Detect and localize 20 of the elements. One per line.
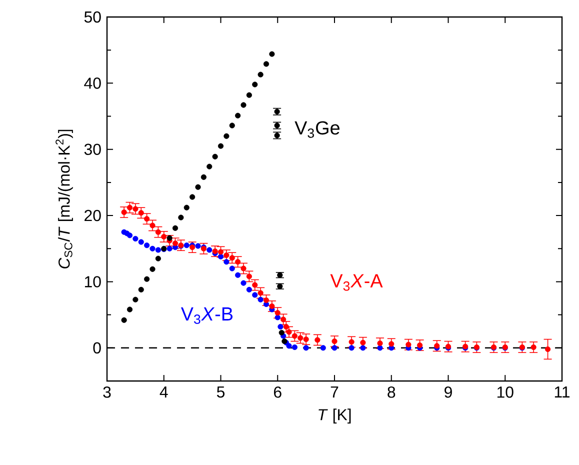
x-tick-label: 11 <box>554 386 570 398</box>
x-tick-label: 6 <box>274 386 282 398</box>
series-label: V$_{3}$Ge <box>294 121 340 138</box>
x-tick-label: 4 <box>160 386 168 398</box>
x-tick-label: 3 <box>103 386 111 398</box>
series-label: V$_{3}$X-B <box>180 307 233 324</box>
text: V$_{3}$X-A <box>330 274 383 291</box>
x-tick-label: 7 <box>330 386 338 398</box>
y-tick-label: 50 <box>84 11 101 23</box>
x-tick-label: 8 <box>388 386 396 398</box>
y-tick-label: 10 <box>84 276 101 288</box>
y-tick-label: 30 <box>84 144 101 155</box>
y-tick-label: 0 <box>93 342 101 354</box>
x-tick-label: 10 <box>497 386 514 398</box>
x-tick-label: 5 <box>216 386 225 398</box>
x-tick-label: 9 <box>444 386 452 398</box>
y-axis-title: C$_{SC}$/T [mJ/(mol·K$^{2}$)] <box>56 130 73 268</box>
x-axis-title: T [K] <box>318 408 351 424</box>
y-tick-label: 20 <box>84 210 101 222</box>
y-tick-label: 40 <box>84 78 101 89</box>
